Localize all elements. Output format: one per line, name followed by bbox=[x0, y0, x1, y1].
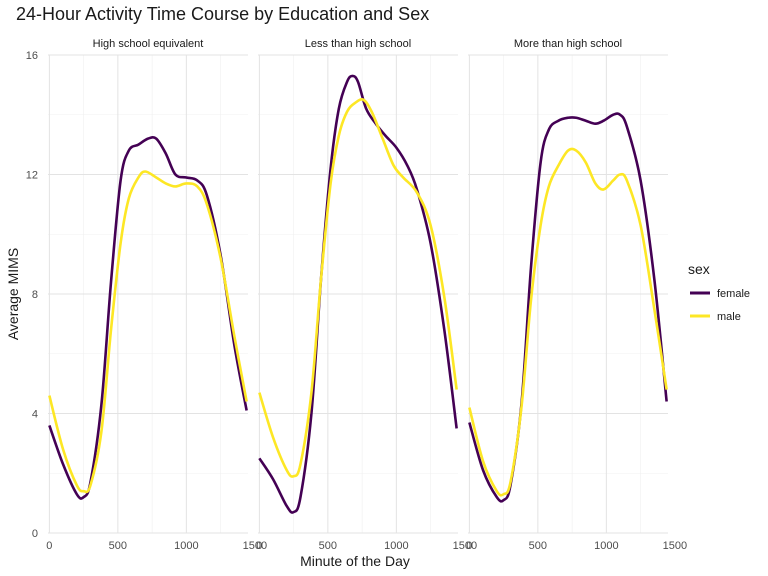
series-line-female bbox=[468, 112, 668, 503]
x-tick-label: 0 bbox=[256, 540, 262, 552]
legend-title: sex bbox=[688, 261, 710, 277]
y-axis-title: Average MIMS bbox=[5, 248, 21, 340]
x-tick-label: 0 bbox=[46, 540, 52, 552]
x-tick-label: 500 bbox=[319, 540, 337, 552]
facet-panel: High school equivalent 0 500 1000 1500 bbox=[46, 38, 267, 552]
x-tick-label: 500 bbox=[109, 540, 127, 552]
x-tick-label: 1000 bbox=[384, 540, 408, 552]
x-tick-label: 1000 bbox=[174, 540, 198, 552]
y-tick-label: 12 bbox=[26, 170, 38, 182]
facet-strip-label: More than high school bbox=[514, 38, 622, 50]
y-tick-label: 8 bbox=[32, 289, 38, 301]
x-tick-label: 1500 bbox=[663, 540, 687, 552]
x-tick-label: 1000 bbox=[594, 540, 618, 552]
x-tick-label: 500 bbox=[529, 540, 547, 552]
x-axis-title: Minute of the Day bbox=[300, 553, 410, 569]
x-tick-label: 0 bbox=[466, 540, 472, 552]
facet-strip-label: Less than high school bbox=[305, 38, 411, 50]
series-line-male bbox=[48, 170, 248, 494]
facet-panel: Less than high school 0 500 1000 1500 bbox=[256, 38, 477, 552]
chart-title: 24-Hour Activity Time Course by Educatio… bbox=[16, 4, 430, 24]
series-line-female bbox=[258, 74, 458, 514]
legend: sex female male bbox=[688, 261, 750, 323]
y-tick-label: 0 bbox=[32, 528, 38, 540]
facet-strip-label: High school equivalent bbox=[93, 38, 204, 50]
facet-panel: More than high school 0 500 1000 1500 bbox=[466, 38, 687, 552]
series-line-male bbox=[258, 98, 458, 478]
series-line-male bbox=[468, 147, 668, 497]
x-tick-label: 1500 bbox=[453, 540, 477, 552]
y-tick-label: 16 bbox=[26, 50, 38, 62]
legend-label-male: male bbox=[717, 311, 741, 323]
y-axis-ticks: 0 4 8 12 16 bbox=[26, 50, 38, 540]
y-tick-label: 4 bbox=[32, 409, 38, 421]
x-tick-label: 1500 bbox=[243, 540, 267, 552]
legend-label-female: female bbox=[717, 288, 750, 300]
series-line-female bbox=[48, 135, 248, 500]
